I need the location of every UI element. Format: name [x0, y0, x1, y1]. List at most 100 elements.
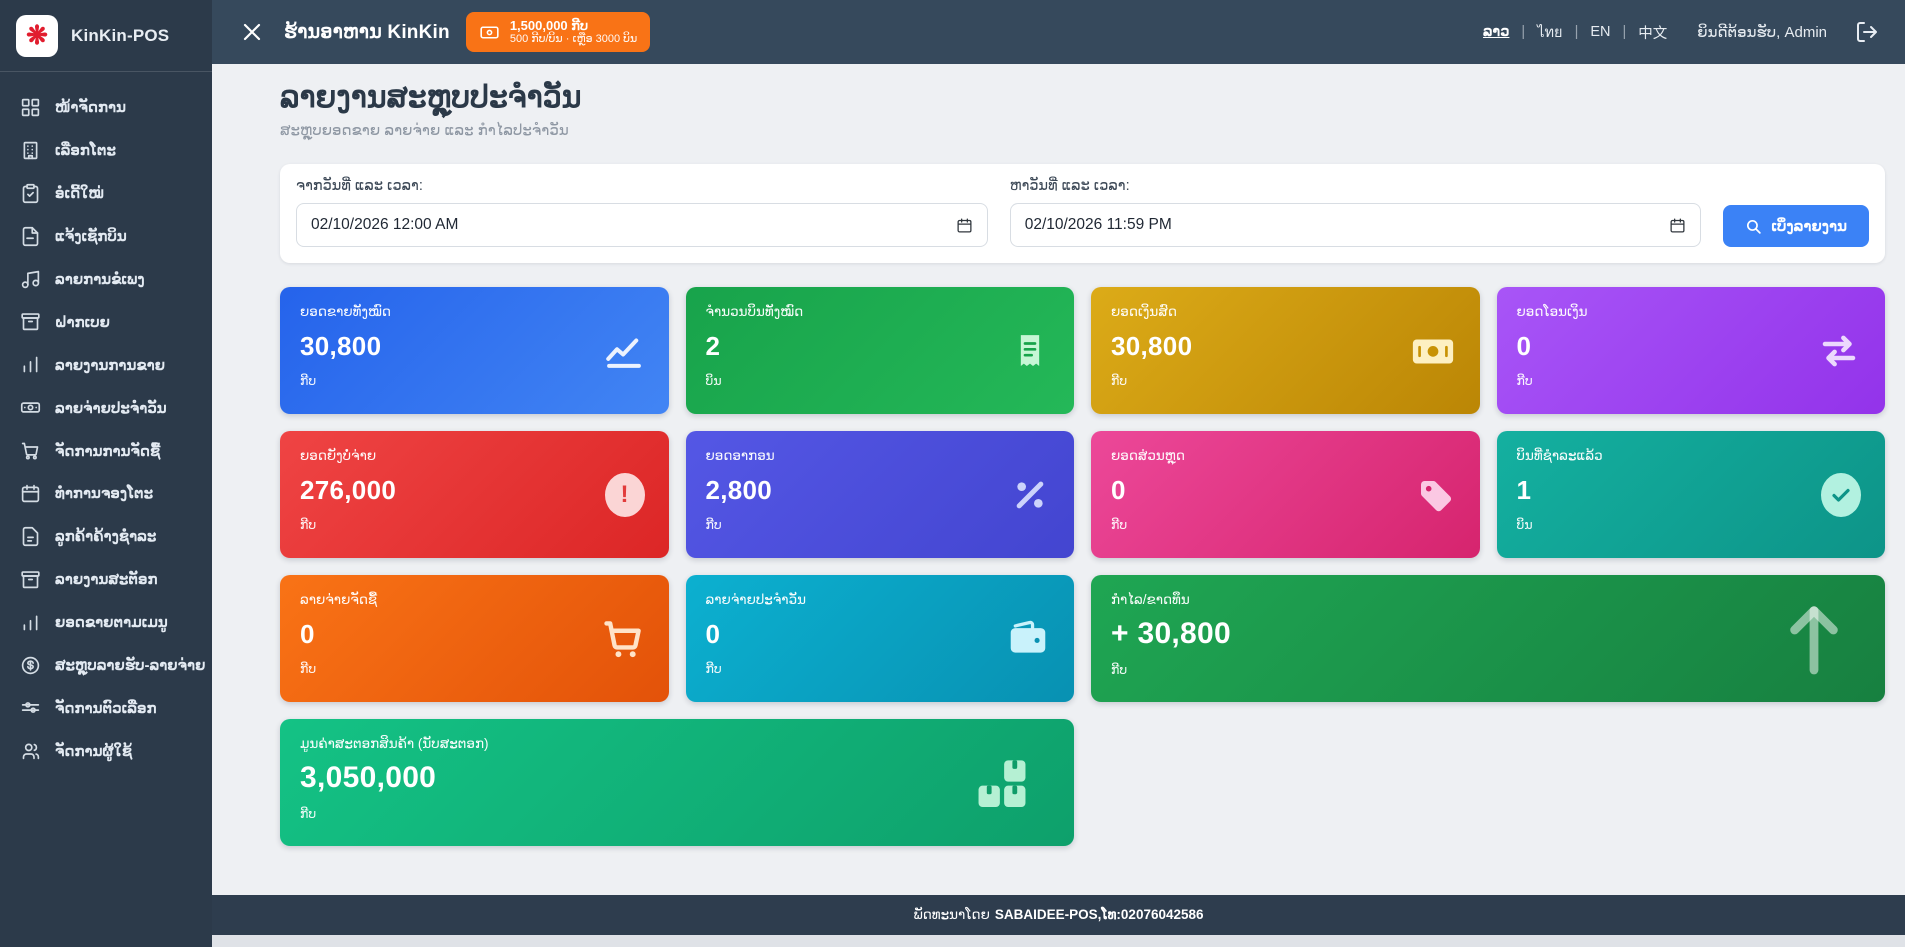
- card-value: 30,800: [1111, 331, 1193, 361]
- card-unit: ກີບ: [705, 518, 722, 532]
- card-tax-total: ຍອດອາກອນ 2,800 ກີບ: [685, 431, 1074, 558]
- lang-lao[interactable]: ລາວ: [1483, 24, 1510, 40]
- from-datetime-group: ຈາກວັນທີ່ ແລະ ເວລາ: 02/10/2026 12:00 AM: [296, 178, 988, 247]
- from-datetime-input[interactable]: 02/10/2026 12:00 AM: [296, 203, 988, 247]
- filter-panel: ຈາກວັນທີ່ ແລະ ເວລາ: 02/10/2026 12:00 AM …: [280, 164, 1885, 263]
- check-circle-icon: [1821, 472, 1861, 517]
- sidebar-item-customer-credit[interactable]: ລູກຄ້າຄ້າງຊຳລະ: [0, 515, 212, 558]
- card-unit: ບິນ: [1516, 518, 1533, 532]
- footer: ພັດທະນາໂດຍ SABAIDEE-POS,ໂທ:02076042586: [212, 895, 1905, 935]
- grid-icon: [20, 97, 41, 118]
- wallet-icon: [1006, 619, 1050, 659]
- close-icon[interactable]: [240, 20, 264, 44]
- card-label: ຈຳນວນບິນທັງໝົດ: [705, 304, 804, 319]
- sidebar-item-label: ລາຍຈ່າຍປະຈຳວັນ: [55, 399, 167, 417]
- lang-separator: |: [1521, 24, 1526, 40]
- lang-thai[interactable]: ไทย: [1537, 24, 1563, 41]
- card-daily-expense: ລາຍຈ່າຍປະຈຳວັນ 0 ກີບ: [685, 575, 1074, 702]
- logout-icon[interactable]: [1855, 20, 1879, 44]
- sidebar-item-label: ລາຍການຂໍເພງ: [55, 271, 145, 288]
- card-label: ຍອດຍັງບໍ່ຈ່າຍ: [300, 448, 377, 463]
- sidebar-item-label: ຝາກເບຍ: [55, 313, 110, 331]
- sidebar-item-label: ຈັດການການຈັດຊື້: [55, 442, 161, 460]
- sidebar-item-income-expense[interactable]: ສະຫຼຸບລາຍຮັບ-ລາຍຈ່າຍ: [0, 644, 212, 687]
- card-value: 0: [705, 619, 721, 649]
- from-datetime-value: 02/10/2026 12:00 AM: [311, 216, 459, 233]
- calendar-icon: [20, 483, 41, 504]
- card-cash-total: ຍອດເງິນສົດ 30,800 ກີບ: [1091, 287, 1480, 414]
- sliders-icon: [20, 697, 41, 718]
- lang-en[interactable]: EN: [1590, 24, 1611, 40]
- building-icon: [20, 140, 41, 161]
- dollar-circle-icon: [20, 655, 41, 676]
- card-label: ມູນຄ່າສະຕອກສິນຄ້າ (ນັບສະຕອກ): [300, 736, 489, 751]
- sidebar-item-users[interactable]: ຈັດການຜູ້ໃຊ້: [0, 729, 212, 772]
- sidebar-item-daily-expense[interactable]: ລາຍຈ່າຍປະຈຳວັນ: [0, 386, 212, 429]
- card-value: 276,000: [300, 475, 397, 505]
- sidebar-item-label: ລາຍງານການຂາຍ: [55, 356, 166, 374]
- stats-grid: ຍອດຂາຍທັງໝົດ 30,800 ກີບ ຈຳນວນບິນທັງໝົດ 2…: [280, 287, 1885, 846]
- sidebar-item-new-order[interactable]: ອໍເດີ້ໃໝ່: [0, 172, 212, 215]
- card-profit-loss: ກຳໄລ/ຂາດທຶນ + 30,800 ກີບ: [1091, 575, 1885, 702]
- sidebar-item-dashboard[interactable]: ໜ້າຈັດການ: [0, 86, 212, 129]
- sidebar-item-options[interactable]: ຈັດການຕົວເລືອກ: [0, 686, 212, 729]
- music-note-icon: [20, 269, 41, 290]
- app-name: KinKin-POS: [71, 25, 170, 45]
- lang-separator: |: [1622, 24, 1627, 40]
- calendar-icon: [1670, 217, 1685, 233]
- sidebar-item-label: ຈັດການຕົວເລືອກ: [55, 699, 157, 717]
- main-column: ຮ້ານອາຫານ KinKin 1,500,000 ກີບ 500 ກີບ/ບ…: [212, 0, 1905, 947]
- sidebar-item-check-bill[interactable]: ແຈ້ງເຊັກບິນ: [0, 215, 212, 258]
- card-label: ຍອດຂາຍທັງໝົດ: [300, 304, 391, 319]
- sidebar-item-label: ສະຫຼຸບລາຍຮັບ-ລາຍຈ່າຍ: [55, 657, 206, 675]
- content-area: ລາຍງານສະຫຼຸບປະຈຳວັນ ສະຫຼຸບຍອດຂາຍ ລາຍຈ່າຍ…: [212, 64, 1905, 895]
- card-value: 2,800: [705, 475, 773, 505]
- sidebar: ❋ KinKin-POS ໜ້າຈັດການ ເລືອກໂຕະ ອໍເດີ້ໃໝ…: [0, 0, 212, 947]
- sidebar-item-sales-report[interactable]: ລາຍງານການຂາຍ: [0, 343, 212, 386]
- card-discount-total: ຍອດສ່ວນຫຼຸດ 0 ກີບ: [1091, 431, 1480, 558]
- credit-badge[interactable]: 1,500,000 ກີບ 500 ກີບ/ບິນ · ເຫຼືອ 3000 ບ…: [465, 12, 651, 52]
- welcome-text: ຍິນດີຕ້ອນຮັບ, Admin: [1697, 24, 1827, 41]
- exclamation-icon: !: [604, 472, 645, 517]
- lang-zh[interactable]: 中文: [1638, 25, 1668, 42]
- card-value: 0: [300, 619, 315, 649]
- card-purchase-expense: ລາຍຈ່າຍຈັດຊື້ 0 ກີບ: [280, 575, 669, 702]
- sidebar-menu: ໜ້າຈັດການ ເລືອກໂຕະ ອໍເດີ້ໃໝ່ ແຈ້ງເຊັກບິນ…: [0, 72, 212, 772]
- tag-icon: [1414, 474, 1456, 516]
- from-datetime-label: ຈາກວັນທີ່ ແລະ ເວລາ:: [296, 178, 423, 194]
- bottom-strip: [212, 935, 1905, 947]
- sidebar-item-sales-by-menu[interactable]: ຍອດຂາຍຕາມເມນູ: [0, 601, 212, 644]
- document-icon: [20, 526, 41, 547]
- card-label: ກຳໄລ/ຂາດທຶນ: [1111, 592, 1190, 607]
- clipboard-check-icon: [20, 183, 41, 204]
- banknote-icon: [20, 397, 41, 418]
- sidebar-item-stock-report[interactable]: ລາຍງານສະຕັອກ: [0, 558, 212, 601]
- chart-line-icon: [603, 330, 645, 372]
- view-report-label: ເບິ່ງລາຍງານ: [1771, 218, 1847, 235]
- receipt-icon: [1010, 329, 1050, 373]
- card-label: ຍອດສ່ວນຫຼຸດ: [1111, 448, 1185, 463]
- card-unit: ກີບ: [300, 807, 317, 821]
- cart-icon: [601, 617, 645, 661]
- card-total-sales: ຍອດຂາຍທັງໝົດ 30,800 ກີບ: [280, 287, 669, 414]
- card-unit: ກີບ: [705, 662, 722, 676]
- card-unit: ກີບ: [1111, 518, 1128, 532]
- card-transfer-total: ຍອດໂອນເງິນ 0 ກີບ: [1496, 287, 1885, 414]
- card-value: 30,800: [300, 331, 382, 361]
- archive-box-icon: [20, 569, 41, 590]
- view-report-button[interactable]: ເບິ່ງລາຍງານ: [1723, 205, 1869, 247]
- sidebar-item-label: ລູກຄ້າຄ້າງຊຳລະ: [55, 528, 157, 546]
- sidebar-item-select-table[interactable]: ເລືອກໂຕະ: [0, 129, 212, 172]
- credit-amount: 1,500,000 ກີບ: [509, 18, 589, 33]
- card-unit: ກີບ: [1111, 374, 1128, 388]
- sidebar-item-label: ໜ້າຈັດການ: [55, 99, 126, 117]
- card-unpaid-total: ຍອດຍັງບໍ່ຈ່າຍ 276,000 ກີບ !: [280, 431, 669, 558]
- sidebar-item-label: ແຈ້ງເຊັກບິນ: [55, 228, 127, 246]
- sidebar-item-table-booking[interactable]: ທຳການຈອງໂຕະ: [0, 472, 212, 515]
- sidebar-item-purchasing[interactable]: ຈັດການການຈັດຊື້: [0, 429, 212, 472]
- to-datetime-input[interactable]: 02/10/2026 11:59 PM: [1009, 203, 1702, 247]
- card-label: ລາຍຈ່າຍຈັດຊື້: [300, 592, 378, 607]
- restaurant-name: ຮ້ານອາຫານ KinKin: [284, 21, 450, 43]
- sidebar-item-song-requests[interactable]: ລາຍການຂໍເພງ: [0, 258, 212, 301]
- sidebar-item-beer-deposit[interactable]: ຝາກເບຍ: [0, 300, 212, 343]
